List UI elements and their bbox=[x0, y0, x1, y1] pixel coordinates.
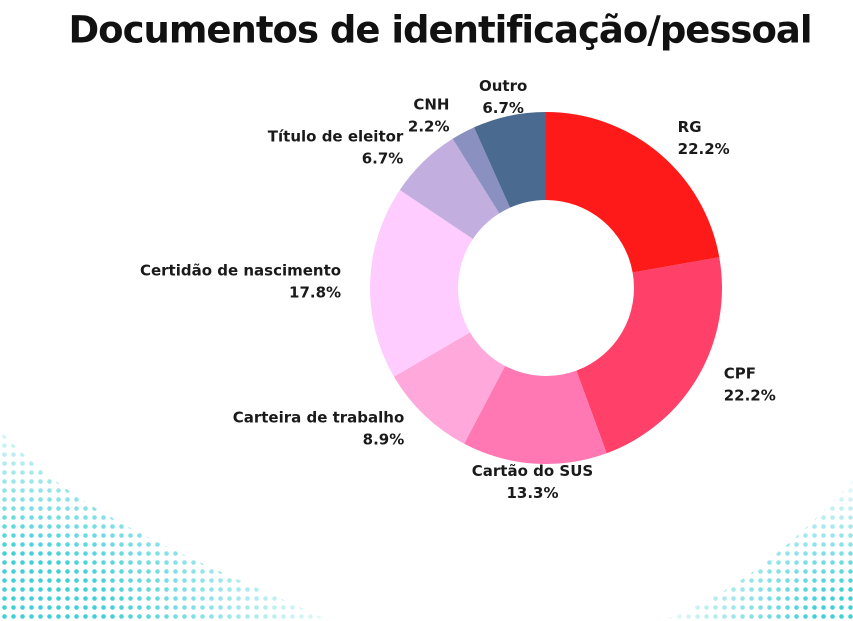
value-label: 22.2% bbox=[678, 140, 730, 158]
value-label: 17.8% bbox=[289, 283, 341, 301]
value-label: 6.7% bbox=[362, 149, 404, 167]
value-label: 8.9% bbox=[363, 430, 405, 448]
slice bbox=[393, 332, 506, 444]
slice bbox=[399, 138, 500, 239]
slice-label: RG bbox=[678, 118, 702, 136]
slice-label: Cartão do SUS bbox=[472, 462, 593, 480]
slice-label: Carteira de trabalho bbox=[233, 408, 405, 426]
decoration bbox=[660, 480, 853, 621]
slice bbox=[464, 365, 607, 464]
slice bbox=[576, 257, 722, 454]
slice-label: CNH bbox=[413, 95, 449, 113]
slice bbox=[474, 112, 546, 208]
value-label: 2.2% bbox=[408, 117, 450, 135]
decoration bbox=[0, 430, 330, 621]
slice-label: Certidão de nascimento bbox=[140, 261, 341, 279]
slice-label: Outro bbox=[479, 77, 527, 95]
slice-label: CPF bbox=[724, 365, 756, 383]
value-label: 6.7% bbox=[482, 99, 524, 117]
slice bbox=[452, 127, 511, 214]
chart-title: Documentos de identificação/pessoal bbox=[68, 9, 811, 52]
slice-label: Título de eleitor bbox=[268, 127, 404, 145]
value-label: 22.2% bbox=[724, 387, 776, 405]
value-label: 13.3% bbox=[506, 484, 558, 502]
slice bbox=[370, 189, 473, 377]
slice bbox=[546, 112, 720, 273]
